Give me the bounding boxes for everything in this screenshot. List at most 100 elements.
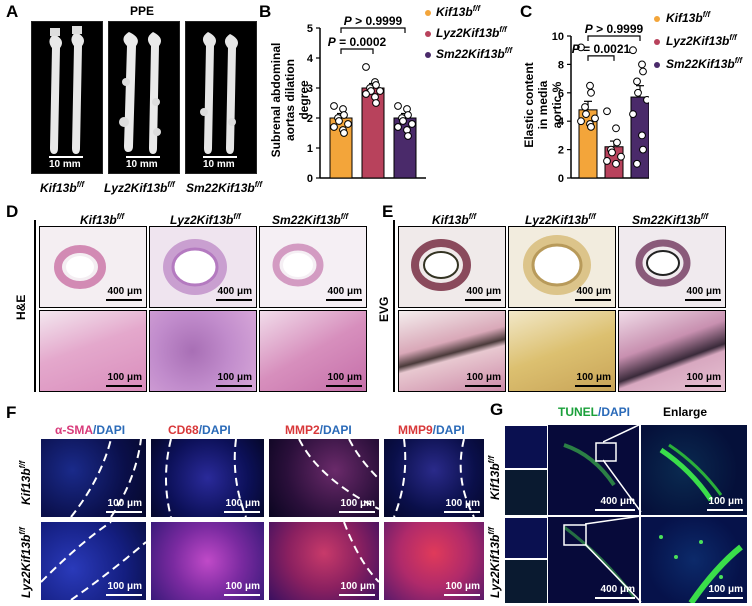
if-cd68-lyz2: 100 μm bbox=[150, 521, 265, 601]
chart-c-point-0-1 bbox=[586, 81, 594, 90]
he-scale-2: 400 μm bbox=[217, 286, 252, 297]
panel-label-g: G bbox=[490, 400, 504, 419]
panel-f-col-4: MMP9/DAPI bbox=[398, 423, 465, 437]
panel-label-a: A bbox=[6, 2, 19, 21]
tunel-kif13b-main: 400 μm bbox=[503, 424, 640, 516]
chart-c-point-2-5 bbox=[643, 96, 649, 104]
panel-f-col-2: CD68/DAPI bbox=[168, 423, 231, 437]
chart-c-point-1-0 bbox=[603, 107, 611, 116]
evg-kif13b-high: 100 μm bbox=[398, 310, 506, 392]
panel-e-bracket bbox=[393, 220, 395, 392]
panel-g-title: TUNEL/DAPI bbox=[558, 405, 631, 419]
chart-c-point-0-5 bbox=[591, 114, 599, 123]
panel-g-enlarge: Enlarge bbox=[663, 405, 708, 419]
if-scale-1: 100 μm bbox=[107, 498, 142, 509]
aorta-image-lyz2: 10 mm bbox=[108, 21, 180, 174]
panel-e-col-3: Sm22Kif13bf/f bbox=[632, 212, 709, 227]
chart-c-compare-bracket-0 bbox=[587, 55, 615, 61]
panel-a-scale-3: 10 mm bbox=[203, 159, 235, 170]
chart-c-point-2-3 bbox=[633, 77, 641, 86]
legend-c-item-1: Kif13bf/f bbox=[666, 10, 711, 25]
chart-b-point-2-8 bbox=[404, 132, 412, 140]
tunel-kif13b-enlarge: 100 μm bbox=[640, 424, 748, 516]
evg-lyz2-low: 400 μm bbox=[508, 226, 616, 308]
legend-b-item-3: Sm22Kif13bf/f bbox=[436, 46, 513, 61]
if-scale-8: 100 μm bbox=[445, 581, 480, 592]
aorta-sm22-drawing bbox=[200, 32, 238, 154]
chart-b-compare-label-1: P > 0.9999 bbox=[344, 14, 403, 28]
chart-b-ylabel: Subrenal abdominalaortas dilationdegree bbox=[269, 43, 311, 158]
aorta-image-sm22: 10 mm bbox=[185, 21, 257, 174]
chart-b-compare-bracket-1 bbox=[340, 27, 406, 33]
chart-c-point-1-5 bbox=[617, 152, 625, 161]
if-mmp2-lyz2: 100 μm bbox=[268, 521, 380, 601]
panel-e-side-label: EVG bbox=[377, 296, 391, 322]
panel-a-label-1: Kif13bf/f bbox=[40, 180, 85, 195]
panel-d-col-3: Sm22Kif13bf/f bbox=[272, 212, 349, 227]
chart-c-y-tick-label-4: 8 bbox=[558, 59, 564, 71]
legend-c-dot-1 bbox=[654, 16, 660, 22]
legend-b-item-1: Kif13bf/f bbox=[436, 4, 481, 19]
chart-b-point-2-4 bbox=[399, 117, 407, 125]
panel-a-scale-1: 10 mm bbox=[49, 159, 81, 170]
if-scale-4: 100 μm bbox=[445, 498, 480, 509]
if-asma-kif13b: 100 μm bbox=[40, 438, 147, 518]
chart-c-point-0-3 bbox=[581, 103, 589, 111]
chart-c-y-tick-label-0: 0 bbox=[558, 173, 564, 185]
panel-label-e: E bbox=[382, 202, 394, 221]
tunel-zoom-lines-1 bbox=[603, 424, 642, 513]
chart-b-y-tick-label-2: 2 bbox=[307, 113, 313, 125]
chart-b-point-0-5 bbox=[344, 120, 352, 128]
if-mmp2-kif13b: 100 μm bbox=[268, 438, 380, 518]
panel-g-row-2: Lyz2Kif13bf/f bbox=[487, 527, 502, 598]
evg-sm22-low: 400 μm bbox=[618, 226, 726, 308]
panel-d-col-2: Lyz2Kif13bf/f bbox=[170, 212, 241, 227]
chart-c-point-2-6 bbox=[629, 110, 637, 118]
chart-b-y-tick-label-4: 4 bbox=[307, 53, 314, 65]
panel-label-d: D bbox=[6, 202, 19, 221]
evg-scale-6: 100 μm bbox=[686, 372, 721, 383]
chart-b-point-2-0 bbox=[394, 102, 402, 110]
he-scale-1: 400 μm bbox=[107, 286, 142, 297]
he-lyz2-high: 100 μm bbox=[149, 310, 257, 392]
panel-f-row-1: Kif13bf/f bbox=[18, 460, 33, 505]
chart-c-point-0-2 bbox=[587, 88, 595, 97]
evg-kif13b-low: 400 μm bbox=[398, 226, 506, 308]
chart-c-y-tick-label-1: 2 bbox=[558, 145, 564, 157]
chart-c-point-1-7 bbox=[612, 159, 620, 168]
panel-label-f: F bbox=[6, 403, 17, 422]
chart-b-point-0-6 bbox=[330, 123, 338, 131]
chart-c-point-2-2 bbox=[639, 67, 647, 76]
he-scale-6: 100 μm bbox=[327, 372, 362, 383]
panel-f-row-2: Lyz2Kif13bf/f bbox=[18, 527, 33, 598]
if-mmp9-kif13b: 100 μm bbox=[383, 438, 485, 518]
chart-b-point-1-8 bbox=[372, 99, 380, 107]
chart-c-point-2-0 bbox=[629, 46, 637, 55]
chart-b-point-1-5 bbox=[376, 87, 384, 95]
evg-sm22-high: 100 μm bbox=[618, 310, 726, 392]
tunel-scale-2: 100 μm bbox=[708, 496, 743, 507]
legend-c-dot-3 bbox=[654, 62, 660, 68]
tunel-lyz2-enlarge: 100 μm bbox=[640, 516, 748, 604]
panel-d-col-1: Kif13bf/f bbox=[80, 212, 125, 227]
chart-b-point-1-2 bbox=[372, 81, 380, 89]
tunel-lyz2-main: 400 μm bbox=[503, 516, 640, 604]
chart-b-y-tick-label-5: 5 bbox=[307, 23, 313, 35]
chart-c-compare-bracket-1 bbox=[587, 35, 641, 41]
chart-c-y-tick-label-3: 6 bbox=[558, 88, 564, 100]
panel-e-col-2: Lyz2Kif13bf/f bbox=[525, 212, 596, 227]
he-lyz2-low: 400 μm bbox=[149, 226, 257, 308]
chart-c-ylabel: Elastic contentin mediaaortic % bbox=[522, 62, 564, 147]
chart-b-y-tick-label-3: 3 bbox=[307, 83, 313, 95]
chart-b-y-tick-label-0: 0 bbox=[307, 173, 313, 185]
chart-c-point-0-8 bbox=[587, 122, 595, 131]
chart-b-point-1-6 bbox=[362, 90, 370, 98]
panel-f-col-3: MMP2/DAPI bbox=[285, 423, 352, 437]
chart-c-point-2-9 bbox=[633, 159, 641, 168]
tunel-zoom-lines-2 bbox=[585, 516, 642, 603]
he-kif13b-low: 400 μm bbox=[39, 226, 147, 308]
chart-b-point-0-8 bbox=[340, 129, 348, 137]
legend-b-item-2: Lyz2Kif13bf/f bbox=[436, 25, 507, 40]
chart-c-point-1-1 bbox=[612, 124, 620, 133]
evg-scale-2: 400 μm bbox=[576, 286, 611, 297]
